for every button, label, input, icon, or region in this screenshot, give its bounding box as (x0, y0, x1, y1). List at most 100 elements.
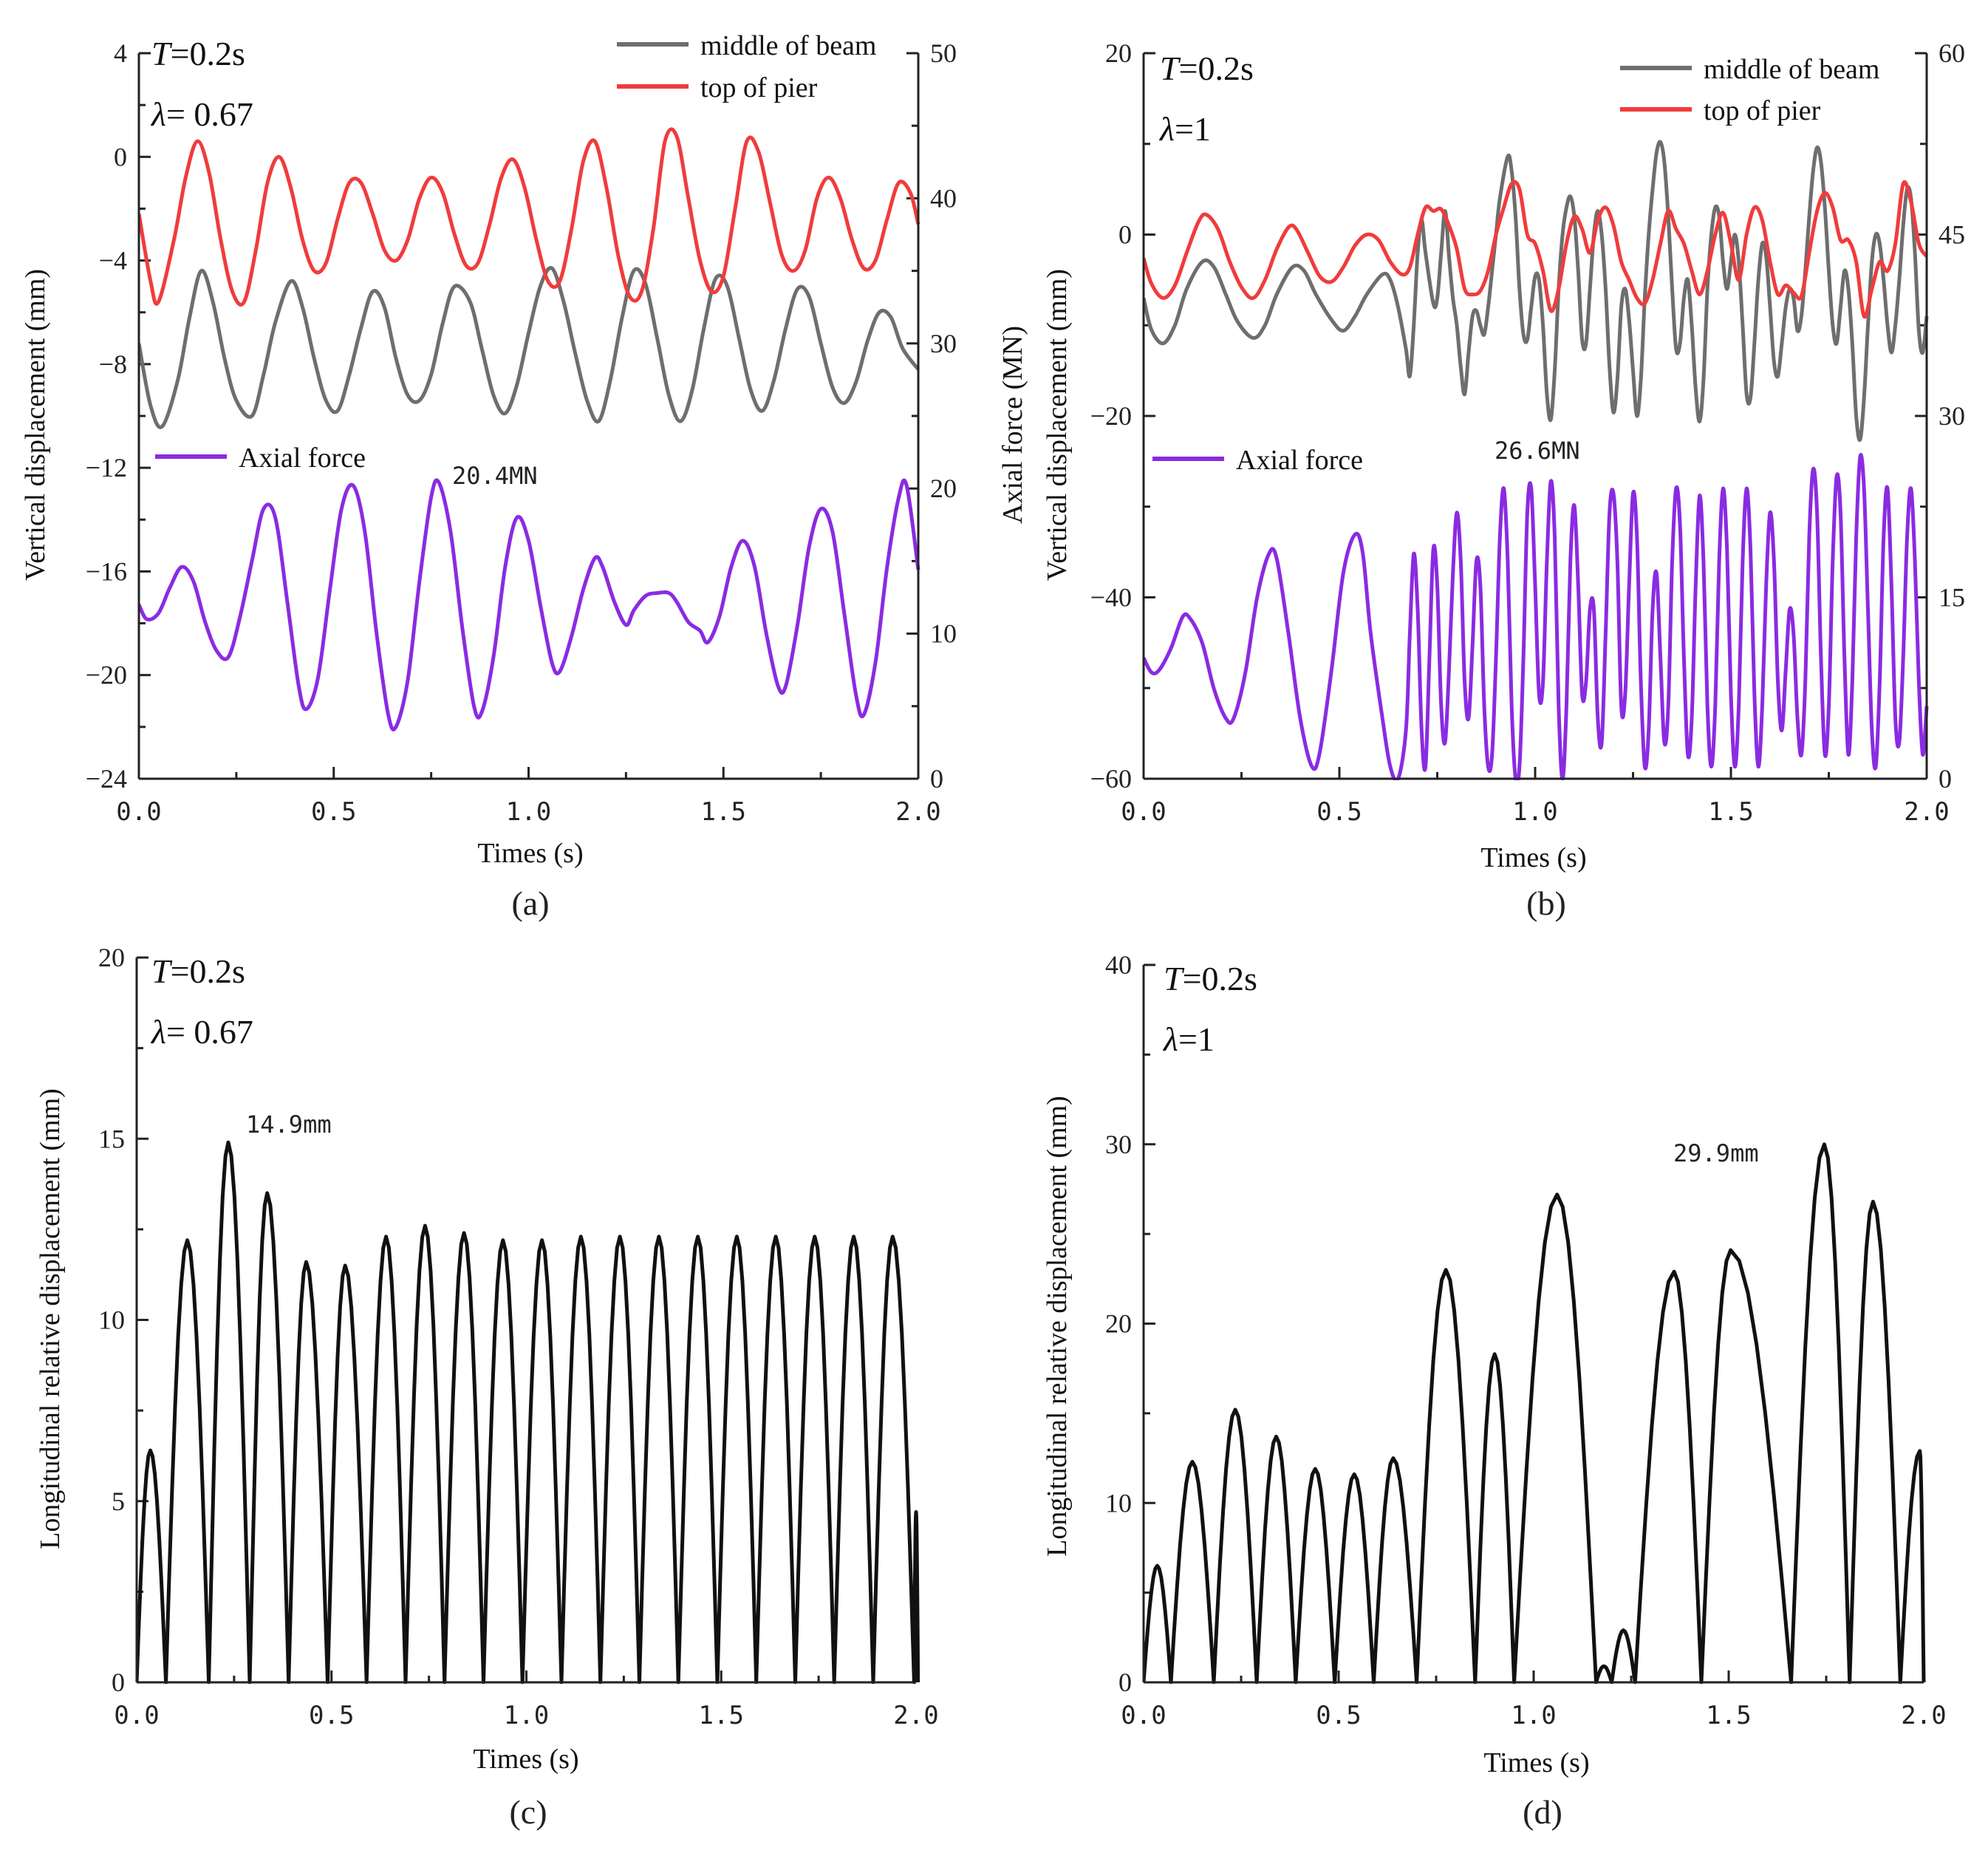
y-tick-label-left-c: 10 (98, 1306, 125, 1335)
lambda-annotation-b: λ=1 (1158, 110, 1211, 148)
axis-ticks-c: 0.0 0.5 1.0 1.5 2.0 0 5 10 15 20 (98, 943, 939, 1730)
lambda-value-c: = 0.67 (166, 1013, 253, 1051)
series-line-a-2 (139, 478, 920, 731)
chart-panel-d: 0.0 0.5 1.0 1.5 2.0 0 10 20 30 40 Longitudinal re… (1042, 950, 1947, 1831)
panel-label-d: (d) (1523, 1793, 1562, 1831)
y-tick-label-left-a: −8 (99, 349, 127, 379)
x-tick-label-c: 2.0 (893, 1701, 938, 1730)
y-tick-label-right-a: 0 (930, 764, 943, 794)
x-tick-label-a: 2.0 (895, 797, 940, 827)
y-tick-label-left-a: −20 (86, 661, 127, 690)
y-tick-label-left-d: 40 (1105, 950, 1132, 980)
peak-label-a: 20.4MN (452, 462, 538, 490)
x-tick-label-b: 1.0 (1512, 797, 1557, 827)
panel-label-c: (c) (509, 1793, 547, 1831)
y-tick-label-left-a: 4 (114, 38, 127, 68)
lambda-annotation-a: λ= 0.67 (150, 95, 253, 133)
period-value-d: =0.2s (1183, 960, 1257, 997)
y-tick-label-right-a: 10 (930, 619, 957, 649)
y-tick-label-left-a: −4 (99, 246, 127, 276)
period-annotation-d: T=0.2s (1164, 960, 1257, 997)
lambda-symbol-a: λ (150, 95, 166, 133)
x-axis-label-a: Times (s) (477, 838, 583, 869)
period-annotation-b: T=0.2s (1160, 50, 1254, 87)
period-symbol-b: T (1160, 50, 1181, 87)
y-tick-label-left-b: 0 (1118, 220, 1132, 250)
panel-label-b: (b) (1526, 884, 1566, 922)
series-line-b-1 (1144, 180, 1929, 319)
x-axis-label-d: Times (s) (1483, 1747, 1589, 1778)
series-layer-b (1144, 140, 1929, 780)
lambda-value-d: =1 (1178, 1020, 1215, 1058)
series-layer-a (139, 127, 920, 731)
y-tick-label-right-b: 45 (1939, 220, 1965, 250)
lambda-value-b: =1 (1175, 110, 1211, 148)
panel-label-a: (a) (511, 884, 549, 922)
x-tick-label-d: 0.0 (1121, 1701, 1166, 1730)
x-tick-label-a: 1.0 (506, 797, 551, 827)
peak-label-b: 26.6MN (1495, 437, 1580, 465)
y-axis-label-right-b: Axial force (MN) (997, 326, 1028, 524)
peak-label-d: 29.9mm (1673, 1139, 1759, 1167)
y-axis-label-left-a: Vertical displacement (mm) (20, 269, 51, 581)
y-tick-label-left-b: 20 (1105, 38, 1132, 68)
axis-ticks-d: 0.0 0.5 1.0 1.5 2.0 0 10 20 30 40 (1105, 950, 1947, 1730)
y-tick-label-left-d: 20 (1105, 1309, 1132, 1339)
y-tick-label-left-c: 20 (98, 943, 125, 972)
lambda-value-a: = 0.67 (166, 95, 253, 133)
axis-frame-b (1142, 53, 1928, 780)
y-axis-label-left-c: Longitudinal relative displacement (mm) (35, 1088, 66, 1549)
series-line-a-0 (139, 266, 920, 429)
axis-ticks-b: 0.0 0.5 1.0 1.5 2.0 −60 −40 −20 0 20 0 15 30 45 60 (1090, 38, 1965, 827)
axis-ticks-a: 0.0 0.5 1.0 1.5 2.0−24−20−16−12−8−4040102030… (86, 38, 957, 827)
y-tick-label-right-a: 20 (930, 474, 957, 503)
chart-panel-a: 0.0 0.5 1.0 1.5 2.0−24−20−16−12−8−4040102030… (20, 30, 957, 922)
x-tick-label-c: 1.0 (504, 1701, 549, 1730)
lambda-symbol-c: λ (150, 1013, 166, 1051)
y-tick-label-right-a: 50 (930, 38, 957, 68)
legend-label-pier-a: top of pier (700, 72, 818, 103)
peak-label-c: 14.9mm (246, 1110, 332, 1139)
x-tick-label-d: 0.5 (1316, 1701, 1361, 1730)
legend-label-axial-b: Axial force (1236, 445, 1363, 476)
x-axis-label-b: Times (s) (1480, 842, 1586, 873)
y-tick-label-right-b: 0 (1939, 764, 1952, 794)
period-annotation-c: T=0.2s (151, 952, 245, 990)
y-tick-label-left-b: −40 (1090, 583, 1132, 612)
x-tick-label-c: 0.5 (309, 1701, 354, 1730)
series-line-c-0 (137, 1140, 920, 1684)
legend-a: middle of beam top of pier Axial force (155, 30, 876, 474)
axis-frame-a (137, 53, 920, 780)
period-annotation-a: T=0.2s (151, 35, 245, 72)
period-symbol-d: T (1164, 960, 1185, 997)
x-tick-label-a: 1.5 (701, 797, 746, 827)
x-tick-label-d: 1.0 (1511, 1701, 1556, 1730)
x-tick-label-c: 0.0 (114, 1701, 159, 1730)
y-tick-label-left-d: 10 (1105, 1488, 1132, 1518)
y-tick-label-left-b: −60 (1090, 764, 1132, 794)
y-tick-label-left-b: −20 (1090, 401, 1132, 431)
series-line-b-0 (1144, 140, 1929, 443)
chart-panel-c: 0.0 0.5 1.0 1.5 2.0 0 5 10 15 20 Longitudinal rel… (35, 943, 939, 1831)
x-tick-label-d: 1.5 (1706, 1701, 1751, 1730)
y-tick-label-left-c: 5 (112, 1487, 125, 1516)
lambda-symbol-b: λ (1158, 110, 1175, 148)
period-symbol-c: T (151, 952, 173, 990)
y-tick-label-left-c: 0 (112, 1668, 125, 1697)
x-axis-label-c: Times (s) (473, 1744, 578, 1775)
period-value-a: =0.2s (171, 35, 245, 72)
x-tick-label-b: 0.5 (1316, 797, 1362, 827)
x-tick-label-a: 0.5 (311, 797, 356, 827)
y-tick-label-left-c: 15 (98, 1124, 125, 1153)
axis-frame-d (1142, 965, 1924, 1684)
legend-label-beam-a: middle of beam (700, 30, 876, 61)
x-tick-label-b: 1.5 (1708, 797, 1753, 827)
lambda-symbol-d: λ (1162, 1020, 1178, 1058)
series-line-d-0 (1144, 1142, 1926, 1684)
y-tick-label-left-d: 0 (1118, 1668, 1132, 1697)
x-tick-label-c: 1.5 (699, 1701, 744, 1730)
x-tick-label-d: 2.0 (1901, 1701, 1946, 1730)
axis-frame-c (135, 958, 916, 1684)
period-value-b: =0.2s (1179, 50, 1254, 87)
